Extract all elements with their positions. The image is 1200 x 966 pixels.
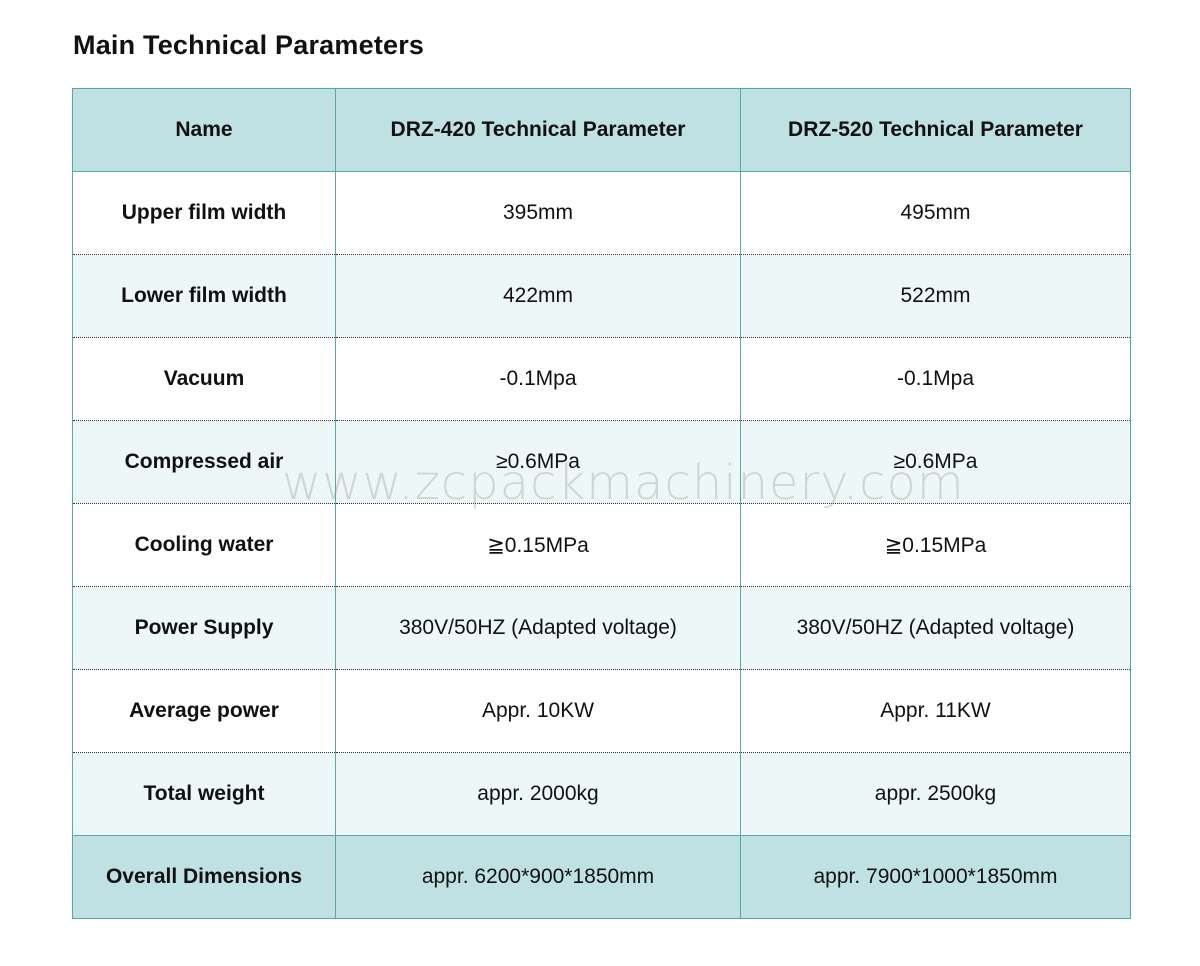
row-label: Upper film width [72,171,336,255]
drz-420-value: appr. 6200*900*1850mm [335,835,741,919]
drz-420-value: 395mm [335,171,741,255]
drz-420-value: -0.1Mpa [335,337,741,421]
drz-420-value: 422mm [335,254,741,338]
row-label: Average power [72,669,336,753]
drz-520-value: -0.1Mpa [740,337,1131,421]
header-drz-420: DRZ-420 Technical Parameter [335,88,741,172]
row-label: Lower film width [72,254,336,338]
table-row: Power Supply 380V/50HZ (Adapted voltage)… [72,586,1131,670]
table-row: Compressed air ≥0.6MPa ≥0.6MPa [72,420,1131,504]
drz-520-value: ≧0.15MPa [740,503,1131,587]
drz-520-value: 522mm [740,254,1131,338]
drz-420-value: appr. 2000kg [335,752,741,836]
row-label: Total weight [72,752,336,836]
drz-520-value: appr. 7900*1000*1850mm [740,835,1131,919]
table-row: Total weight appr. 2000kg appr. 2500kg [72,752,1131,836]
table-row: Cooling water ≧0.15MPa ≧0.15MPa [72,503,1131,587]
technical-parameters-table: Name DRZ-420 Technical Parameter DRZ-520… [72,88,1131,919]
header-name: Name [72,88,336,172]
drz-520-value: Appr. 11KW [740,669,1131,753]
row-label: Vacuum [72,337,336,421]
drz-520-value: ≥0.6MPa [740,420,1131,504]
header-drz-520: DRZ-520 Technical Parameter [740,88,1131,172]
drz-520-value: appr. 2500kg [740,752,1131,836]
drz-520-value: 380V/50HZ (Adapted voltage) [740,586,1131,670]
drz-420-value: Appr. 10KW [335,669,741,753]
row-label: Cooling water [72,503,336,587]
table-row: Average power Appr. 10KW Appr. 11KW [72,669,1131,753]
drz-420-value: ≧0.15MPa [335,503,741,587]
page-title: Main Technical Parameters [73,30,425,60]
row-label: Power Supply [72,586,336,670]
row-label: Overall Dimensions [72,835,336,919]
table-row: Lower film width 422mm 522mm [72,254,1131,338]
drz-420-value: 380V/50HZ (Adapted voltage) [335,586,741,670]
drz-520-value: 495mm [740,171,1131,255]
drz-420-value: ≥0.6MPa [335,420,741,504]
row-label: Compressed air [72,420,336,504]
table-row: Overall Dimensions appr. 6200*900*1850mm… [72,835,1131,919]
table-row: Upper film width 395mm 495mm [72,171,1131,255]
table-row: Vacuum -0.1Mpa -0.1Mpa [72,337,1131,421]
table-header-row: Name DRZ-420 Technical Parameter DRZ-520… [72,88,1131,172]
